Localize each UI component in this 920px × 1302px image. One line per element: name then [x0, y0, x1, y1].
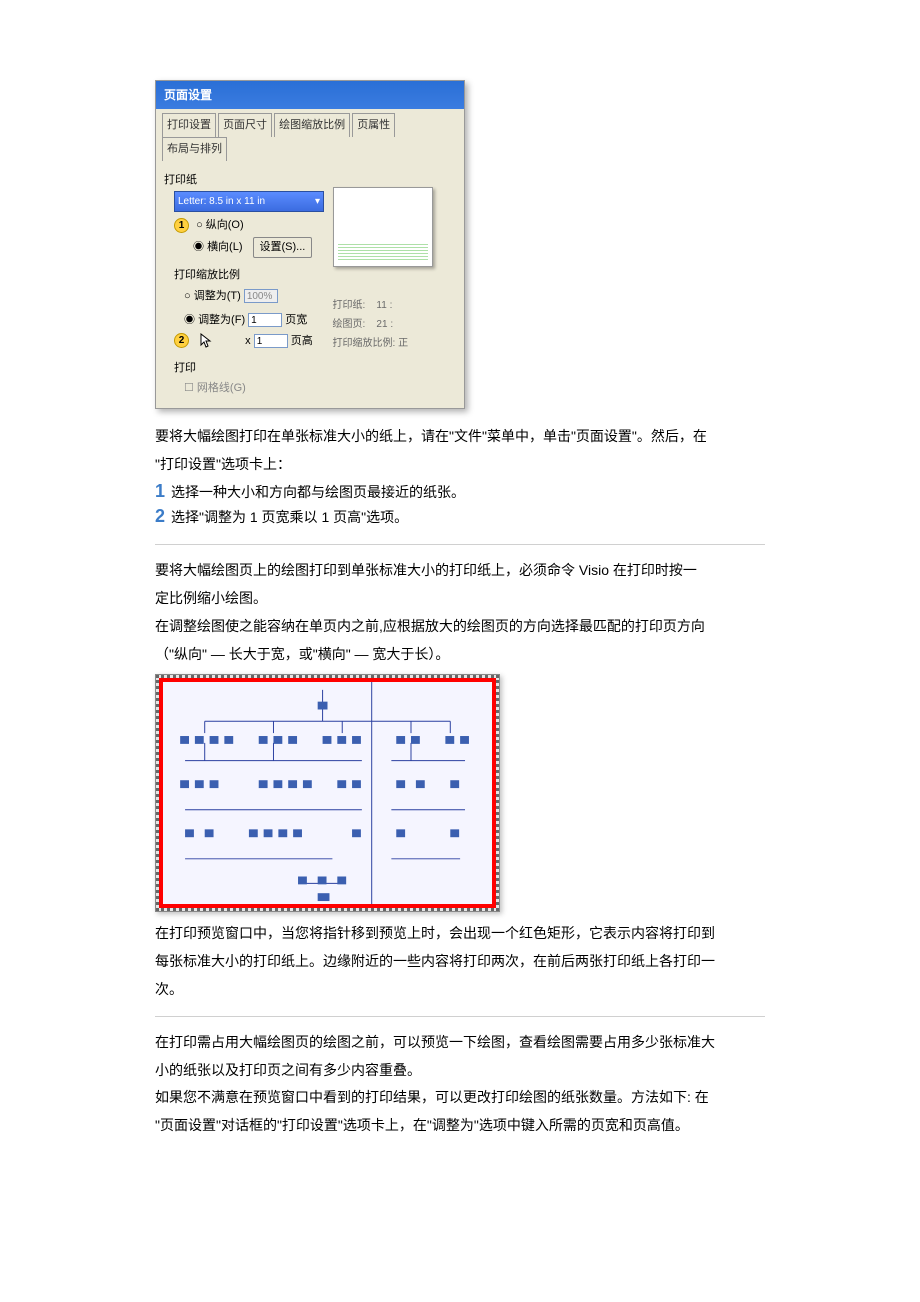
- para4-l1: 在打印需占用大幅绘图页的绘图之前，可以预览一下绘图，查看绘图需要占用多少张标准大: [155, 1031, 765, 1055]
- fit-height-prefix: x: [245, 335, 251, 347]
- para2-l2: 定比例缩小绘图。: [155, 587, 765, 611]
- para3-l3: 次。: [155, 978, 765, 1002]
- print-preview-screenshot: [155, 674, 500, 912]
- page-preview: [333, 187, 433, 267]
- para3-l1: 在打印预览窗口中，当您将指针移到预览上时，会出现一个红色矩形，它表示内容将打印到: [155, 922, 765, 946]
- para4-l4: "页面设置"对话框的"打印设置"选项卡上，在"调整为"选项中键入所需的页宽和页高…: [155, 1114, 765, 1138]
- para2-l1: 要将大幅绘图页上的绘图打印到单张标准大小的打印纸上，必须命令 Visio 在打印…: [155, 559, 765, 583]
- step-2-text: 选择"调整为 1 页宽乘以 1 页高"选项。: [171, 509, 408, 525]
- info-zoom: 打印缩放比例: 正: [333, 335, 456, 352]
- fit-height-label: 页高: [291, 335, 313, 347]
- step-1-text: 选择一种大小和方向都与绘图页最接近的纸张。: [171, 484, 465, 500]
- printer-setup-button[interactable]: 设置(S)...: [253, 237, 313, 258]
- tab-page-props[interactable]: 页属性: [352, 113, 395, 137]
- fit-width-input[interactable]: 1: [248, 313, 282, 327]
- zoom-group-label: 打印缩放比例: [174, 266, 325, 285]
- para1-l1: 要将大幅绘图打印在单张标准大小的纸上，请在"文件"菜单中，单击"页面设置"。然后…: [155, 425, 765, 449]
- para4-l3: 如果您不满意在预览窗口中看到的打印结果，可以更改打印绘图的纸张数量。方法如下: …: [155, 1086, 765, 1110]
- cursor-icon: [200, 333, 214, 349]
- radio-portrait[interactable]: ○ 纵向(O): [196, 219, 244, 231]
- step-1-num: 1: [155, 482, 165, 500]
- tab-page-size[interactable]: 页面尺寸: [218, 113, 272, 137]
- tab-scale[interactable]: 绘图缩放比例: [274, 113, 350, 137]
- fit-width-label: 页宽: [285, 314, 307, 326]
- page-setup-dialog: 页面设置 打印设置 页面尺寸 绘图缩放比例 页属性 布局与排列 打印纸 Lett…: [155, 80, 465, 409]
- paper-group-label: 打印纸: [164, 171, 325, 190]
- radio-fit-to[interactable]: ◉ 调整为(F): [184, 314, 245, 326]
- dialog-title: 页面设置: [156, 81, 464, 109]
- tab-layout[interactable]: 布局与排列: [162, 137, 227, 161]
- fit-height-input[interactable]: 1: [254, 334, 288, 348]
- info-draw-label: 绘图页:: [333, 319, 366, 330]
- para2-l3: 在调整绘图使之能容纳在单页内之前,应根据放大的绘图页的方向选择最匹配的打印页方向: [155, 615, 765, 639]
- paper-size-select[interactable]: Letter: 8.5 in x 11 in ▾: [174, 191, 324, 212]
- chevron-down-icon: ▾: [315, 193, 320, 210]
- red-print-rect: [159, 678, 496, 908]
- info-draw-value: 21 :: [376, 319, 393, 330]
- info-paper-label: 打印纸:: [333, 300, 366, 311]
- divider: [155, 1016, 765, 1017]
- org-chart: [163, 682, 492, 904]
- step-2-num: 2: [155, 507, 165, 525]
- para1-l2: "打印设置"选项卡上：: [155, 453, 765, 477]
- info-paper-value: 11 :: [376, 300, 392, 311]
- callout-badge-1: 1: [174, 218, 189, 233]
- radio-adjust-to[interactable]: ○ 调整为(T): [184, 290, 241, 302]
- radio-landscape[interactable]: ◉ 横向(L): [193, 238, 243, 257]
- para2-l4: （"纵向" — 长大于宽，或"横向" — 宽大于长）。: [155, 643, 765, 667]
- dialog-tabs: 打印设置 页面尺寸 绘图缩放比例 页属性 布局与排列: [156, 109, 464, 160]
- callout-badge-2: 2: [174, 333, 189, 348]
- tab-print-setup[interactable]: 打印设置: [162, 113, 216, 137]
- gridlines-checkbox[interactable]: ☐ 网格线(G): [184, 382, 246, 394]
- para4-l2: 小的纸张以及打印页之间有多少内容重叠。: [155, 1059, 765, 1083]
- para3-l2: 每张标准大小的打印纸上。边缘附近的一些内容将打印两次，在前后两张打印纸上各打印一: [155, 950, 765, 974]
- divider: [155, 544, 765, 545]
- adjust-pct-input[interactable]: 100%: [244, 289, 278, 303]
- paper-size-value: Letter: 8.5 in x 11 in: [178, 196, 265, 207]
- print-group-label: 打印: [174, 359, 325, 378]
